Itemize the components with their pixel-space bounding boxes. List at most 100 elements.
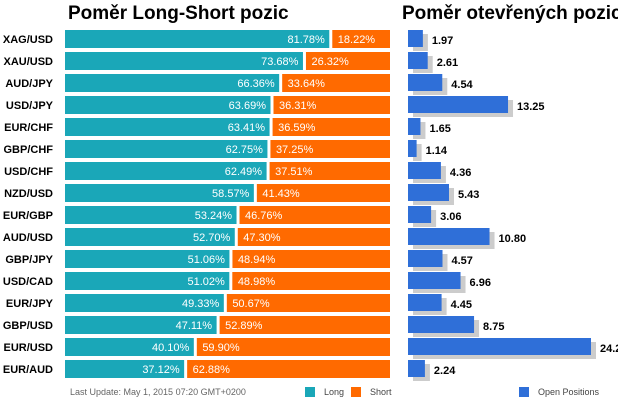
long-bar-gbp-usd bbox=[65, 316, 217, 334]
open-positions-value-label-eur-usd: 24.24 bbox=[600, 343, 618, 355]
legend-long-swatch bbox=[305, 387, 315, 397]
category-label-gbp-usd: GBP/USD bbox=[3, 320, 53, 332]
long-bar-usd-jpy bbox=[65, 96, 271, 114]
short-bar-usd-chf bbox=[269, 162, 390, 180]
long-bar-gbp-chf bbox=[65, 140, 268, 158]
open-positions-bar-aud-jpy bbox=[408, 74, 443, 91]
long-bar-gbp-jpy bbox=[65, 250, 230, 268]
open-positions-value-label-usd-cad: 6.96 bbox=[470, 277, 491, 289]
long-value-label-eur-gbp: 53.24% bbox=[195, 210, 233, 222]
long-bar-usd-chf bbox=[65, 162, 267, 180]
short-value-label-usd-chf: 37.51% bbox=[275, 166, 313, 178]
legend-short-swatch bbox=[351, 387, 361, 397]
charts-canvas: XAG/USD 81.78% 18.22% 1.97 XAU/USD 73.68% 26.3… bbox=[3, 30, 618, 381]
short-value-label-usd-jpy: 36.31% bbox=[279, 100, 317, 112]
short-bar-eur-aud bbox=[187, 360, 390, 378]
long-value-label-aud-jpy: 66.36% bbox=[237, 78, 275, 90]
category-label-nzd-usd: NZD/USD bbox=[4, 188, 53, 200]
open-positions-value-label-eur-aud: 2.24 bbox=[434, 365, 456, 377]
short-value-label-aud-jpy: 33.64% bbox=[288, 78, 326, 90]
short-value-label-aud-usd: 47.30% bbox=[243, 232, 281, 244]
open-positions-bar-aud-usd bbox=[408, 228, 490, 245]
last-update-text: Last Update: May 1, 2015 07:20 GMT+0200 bbox=[70, 387, 246, 397]
open-positions-bar-eur-usd bbox=[408, 338, 591, 355]
category-label-xau-usd: XAU/USD bbox=[3, 56, 53, 68]
legend-open-positions-swatch bbox=[519, 387, 529, 397]
long-value-label-eur-jpy: 49.33% bbox=[182, 298, 220, 310]
long-value-label-aud-usd: 52.70% bbox=[193, 232, 231, 244]
category-label-eur-gbp: EUR/GBP bbox=[3, 210, 53, 222]
open-positions-value-label-usd-jpy: 13.25 bbox=[517, 101, 545, 113]
long-bar-eur-aud bbox=[65, 360, 185, 378]
long-value-label-eur-chf: 63.41% bbox=[228, 122, 266, 134]
short-bar-xag-usd bbox=[332, 30, 390, 48]
long-bar-xau-usd bbox=[65, 52, 303, 70]
short-bar-usd-jpy bbox=[273, 96, 390, 114]
legend-long-label: Long bbox=[324, 387, 345, 397]
open-positions-bar-gbp-jpy bbox=[408, 250, 443, 267]
open-positions-bar-eur-jpy bbox=[408, 294, 442, 311]
open-positions-value-label-usd-chf: 4.36 bbox=[450, 167, 471, 179]
open-positions-bar-gbp-chf bbox=[408, 140, 417, 157]
open-positions-bar-shadow-gbp-chf bbox=[413, 144, 422, 161]
open-positions-bar-usd-jpy bbox=[408, 96, 509, 113]
short-bar-gbp-chf bbox=[270, 140, 390, 158]
legend-short-label: Short bbox=[370, 387, 392, 397]
open-positions-bar-usd-chf bbox=[408, 162, 441, 179]
short-bar-aud-usd bbox=[237, 228, 390, 246]
category-label-eur-usd: EUR/USD bbox=[3, 342, 53, 354]
legend-open-positions: Open Positions bbox=[519, 387, 599, 397]
long-bar-aud-jpy bbox=[65, 74, 280, 92]
short-bar-eur-gbp bbox=[239, 206, 390, 224]
short-bar-usd-cad bbox=[232, 272, 390, 290]
short-value-label-eur-gbp: 46.76% bbox=[245, 210, 283, 222]
open-positions-bar-xag-usd bbox=[408, 30, 423, 47]
short-bar-eur-chf bbox=[272, 118, 390, 136]
category-label-gbp-jpy: GBP/JPY bbox=[5, 254, 53, 266]
short-bar-gbp-usd bbox=[219, 316, 390, 334]
short-value-label-gbp-jpy: 48.94% bbox=[238, 254, 276, 266]
open-positions-value-label-nzd-usd: 5.43 bbox=[458, 189, 479, 201]
short-value-label-nzd-usd: 41.43% bbox=[262, 188, 300, 200]
open-positions-value-label-gbp-usd: 8.75 bbox=[483, 321, 504, 333]
category-label-usd-jpy: USD/JPY bbox=[6, 100, 54, 112]
open-positions-value-label-xau-usd: 2.61 bbox=[437, 57, 458, 69]
long-value-label-eur-usd: 40.10% bbox=[152, 342, 190, 354]
long-value-label-usd-cad: 51.02% bbox=[188, 276, 226, 288]
short-value-label-usd-cad: 48.98% bbox=[238, 276, 276, 288]
short-value-label-gbp-usd: 52.89% bbox=[225, 320, 263, 332]
long-value-label-xau-usd: 73.68% bbox=[261, 56, 299, 68]
long-value-label-gbp-jpy: 51.06% bbox=[188, 254, 226, 266]
open-positions-value-label-eur-gbp: 3.06 bbox=[440, 211, 461, 223]
category-label-xag-usd: XAG/USD bbox=[3, 34, 53, 46]
category-label-eur-aud: EUR/AUD bbox=[3, 364, 53, 376]
open-positions-value-label-gbp-chf: 1.14 bbox=[426, 145, 448, 157]
short-bar-aud-jpy bbox=[282, 74, 390, 92]
short-value-label-xag-usd: 18.22% bbox=[338, 34, 376, 46]
legend-long: Long bbox=[305, 387, 344, 397]
long-value-label-xag-usd: 81.78% bbox=[287, 34, 325, 46]
long-bar-aud-usd bbox=[65, 228, 235, 246]
long-bar-eur-gbp bbox=[65, 206, 237, 224]
short-bar-gbp-jpy bbox=[232, 250, 390, 268]
open-positions-bar-eur-chf bbox=[408, 118, 421, 135]
open-positions-bar-usd-cad bbox=[408, 272, 461, 289]
long-value-label-nzd-usd: 58.57% bbox=[212, 188, 250, 200]
long-short-chart-title: Poměr Long-Short pozic bbox=[68, 3, 289, 24]
long-value-label-usd-chf: 62.49% bbox=[225, 166, 263, 178]
short-bar-eur-jpy bbox=[226, 294, 390, 312]
long-value-label-usd-jpy: 63.69% bbox=[229, 100, 267, 112]
open-positions-value-label-eur-chf: 1.65 bbox=[429, 123, 450, 135]
long-value-label-gbp-chf: 62.75% bbox=[226, 144, 264, 156]
short-bar-nzd-usd bbox=[256, 184, 390, 202]
category-label-usd-cad: USD/CAD bbox=[3, 276, 53, 288]
open-positions-value-label-aud-usd: 10.80 bbox=[499, 233, 527, 245]
short-bar-xau-usd bbox=[305, 52, 390, 70]
open-positions-chart-title: Poměr otevřených pozic bbox=[402, 3, 618, 24]
short-value-label-eur-usd: 59.90% bbox=[202, 342, 240, 354]
short-bar-eur-usd bbox=[196, 338, 390, 356]
legend-short: Short bbox=[351, 387, 392, 397]
category-label-eur-chf: EUR/CHF bbox=[4, 122, 53, 134]
long-bar-eur-chf bbox=[65, 118, 270, 136]
long-value-label-eur-aud: 37.12% bbox=[142, 364, 180, 376]
